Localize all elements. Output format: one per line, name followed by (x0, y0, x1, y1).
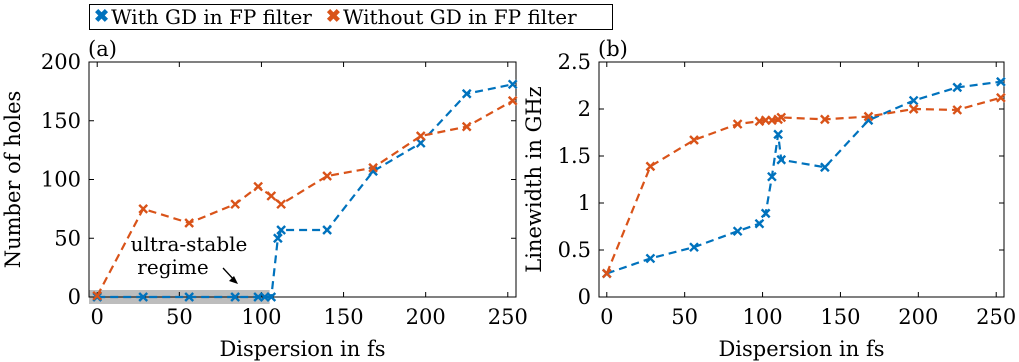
panel-a-annotation-line-2: regime (137, 255, 208, 279)
legend-item-with-gd: ✖ With GD in FP filter (94, 5, 312, 29)
panel-b-series-1-point (645, 253, 656, 264)
panel-b-series-2-point (776, 112, 787, 123)
panel-b-ylabel: Linewidth in GHz (522, 86, 546, 272)
panel-a-series-2-point (276, 199, 286, 210)
x-icon: ✖ (94, 6, 110, 27)
panel-b-xtick-label: 200 (898, 305, 938, 329)
panel-b-series-1-point (908, 95, 919, 106)
panel-b-series-1-point (820, 162, 830, 173)
legend-item-without-gd: ✖ Without GD in FP filter (326, 5, 577, 29)
panel-b-series-2-point (645, 161, 656, 172)
panel-b-series-1-point (767, 171, 777, 182)
panel-a-xtick-label: 150 (324, 305, 364, 329)
panel-b-series-1-point (773, 129, 783, 140)
panel-a-ytick-label: 150 (41, 109, 81, 133)
panel-b-series-2-point (732, 119, 743, 129)
panel-b-ytick-label: 0 (578, 285, 591, 309)
panel-a-series-1-point (276, 225, 286, 235)
panel-b-xtick-label: 150 (820, 305, 860, 329)
panel-a-series-1-point (273, 233, 283, 244)
x-icon: ✖ (325, 6, 341, 27)
panel-b-xtick-label: 0 (600, 305, 613, 329)
panel-a-series-1-point (507, 79, 518, 90)
panel-a-series-2-point (92, 290, 103, 301)
panel-b-series-1-point (996, 76, 1006, 87)
panel-a-xtick-label: 250 (488, 305, 528, 329)
panel-a-series-1-point (138, 292, 149, 302)
panel-b-series-2-point (689, 135, 699, 145)
panel-a-ytick-label: 200 (41, 50, 81, 74)
panel-b-series-1-point (689, 242, 699, 253)
panel-a-series-1-point (322, 225, 332, 235)
panel-a-series-1-line (97, 83, 513, 299)
panel-a-series-2-point (415, 131, 426, 141)
panel-a-series-2-point (184, 218, 195, 228)
panel-a-series-2-point (230, 199, 241, 210)
panel-a-series-2-point (253, 181, 264, 192)
panel-b-series-2-line (605, 96, 1002, 274)
panel-b-series-2-point (908, 104, 919, 114)
panel-b-ytick-label: 1 (578, 191, 591, 215)
panel-a-xtick-label: 200 (406, 305, 446, 329)
panel-b-ytick-label: 0.5 (558, 238, 591, 262)
panel-a-ytick-label: 50 (54, 226, 81, 250)
panel-a-annotation-line-1: ultra-stable (131, 232, 248, 256)
panel-b-xtick-label: 100 (743, 305, 783, 329)
panel-a-series-1-point (184, 292, 195, 302)
panel-a-series-1-point (230, 292, 241, 302)
panel-a-xlabel: Dispersion in fs (219, 337, 385, 361)
panel-b-axes-box (598, 61, 1005, 298)
panel-b-xtick-label: 250 (976, 305, 1016, 329)
panel-a-xtick-label: 0 (91, 305, 104, 329)
panel-b-series-1-point (952, 82, 963, 93)
panel-b-series-1-point (776, 154, 787, 165)
panel-b-label: (b) (598, 37, 628, 61)
panel-b-series-1-line (606, 80, 1002, 275)
panel-a-series-2-point (368, 162, 378, 173)
panel-b-series-2-point (601, 268, 612, 279)
panel-a-series-1-point (266, 292, 277, 302)
panel-a-ytick-label: 100 (41, 168, 81, 192)
panel-b-series-2-point (863, 111, 874, 122)
panel-b-series-1-point (754, 218, 765, 229)
panel-a-series-2-point (322, 171, 332, 181)
legend-box: ✖ With GD in FP filter ✖ Without GD in F… (89, 4, 613, 30)
panel-a-annotation-arrowhead (229, 276, 238, 284)
panel-a-series-2-point (507, 95, 518, 106)
panel-a-series-1-point (461, 88, 472, 99)
panel-b-series-1-point (732, 226, 743, 237)
panel-b-ytick-label: 1.5 (558, 144, 591, 168)
panel-b-xlabel: Dispersion in fs (718, 337, 884, 361)
panel-a-series-2-point (461, 121, 472, 132)
panel-b-series-2-point (820, 114, 830, 125)
panel-b-ytick-label: 2.5 (558, 50, 591, 74)
panel-a-series-2-point (138, 204, 149, 214)
legend-label-without-gd: Without GD in FP filter (342, 5, 577, 29)
panel-a-series-1-point (415, 138, 426, 148)
panel-a-xtick-label: 50 (166, 305, 193, 329)
panel-a-label: (a) (88, 37, 117, 61)
panel-a-series-2-line (96, 99, 514, 297)
panel-a-series-2-point (266, 191, 277, 201)
panel-b-ytick-label: 2 (578, 97, 591, 121)
panel-b-xtick-label: 50 (671, 305, 698, 329)
panel-a-ytick-label: 0 (68, 285, 81, 309)
legend-label-with-gd: With GD in FP filter (111, 5, 312, 29)
panel-b-series-2-point (996, 92, 1006, 103)
panel-b-series-1-point (760, 208, 771, 219)
panel-a-xtick-label: 100 (241, 305, 281, 329)
panel-a-ylabel: Number of holes (1, 91, 25, 269)
panel-b-series-2-point (952, 105, 963, 115)
